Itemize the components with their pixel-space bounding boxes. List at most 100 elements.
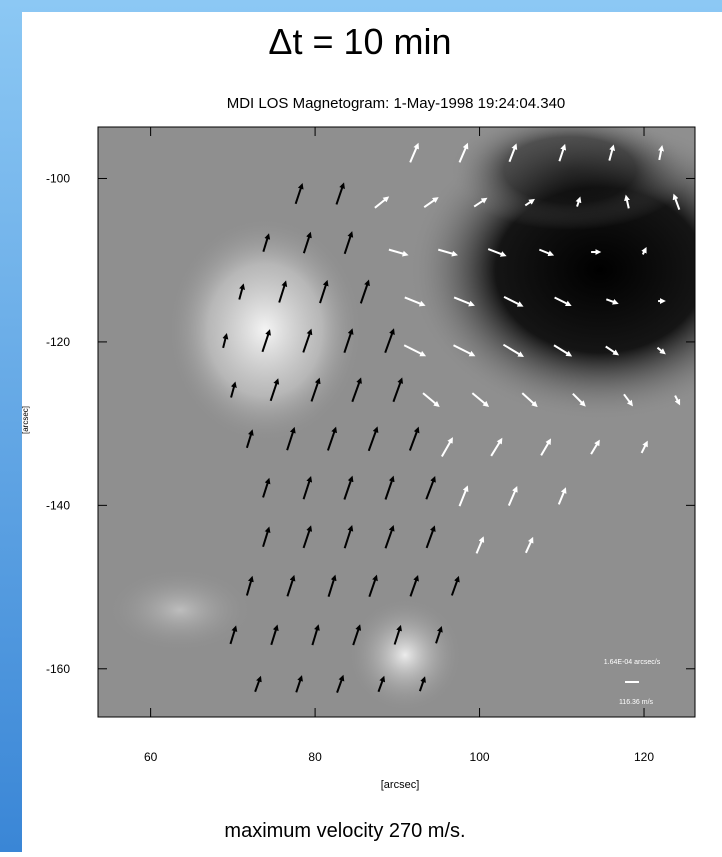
velocity-vector: [605, 298, 619, 305]
velocity-vector: [490, 437, 503, 457]
positive-polarity: [350, 600, 460, 710]
velocity-vector: [608, 144, 616, 161]
velocity-vector: [475, 536, 485, 554]
x-tick-label: 120: [634, 750, 654, 764]
x-tick-label: 60: [144, 750, 158, 764]
velocity-vector: [374, 196, 390, 209]
velocity-vector: [238, 283, 245, 300]
velocity-vector: [326, 426, 338, 451]
velocity-vector: [302, 328, 313, 353]
x-tick-label: 100: [470, 750, 490, 764]
velocity-vector: [269, 378, 280, 402]
velocity-vector: [384, 525, 395, 549]
velocity-vector: [471, 392, 490, 408]
velocity-vector: [319, 279, 329, 304]
velocity-vector: [343, 524, 354, 549]
velocity-vector: [487, 248, 507, 257]
velocity-vector: [302, 231, 312, 254]
velocity-vector: [302, 525, 313, 549]
scale-value-label: 116.36 m/s: [619, 699, 654, 706]
velocity-vector: [230, 381, 237, 398]
positive-polarity: [170, 220, 360, 440]
velocity-vector: [656, 346, 666, 355]
y-tick-label: -120: [46, 335, 70, 349]
velocity-vector: [640, 440, 648, 454]
velocity-vector: [392, 377, 404, 403]
chart-subtitle: MDI LOS Magnetogram: 1-May-1998 19:24:04…: [227, 95, 566, 112]
velocity-vector: [508, 143, 518, 163]
velocity-vector: [336, 674, 345, 693]
velocity-vector: [458, 142, 469, 163]
positive-polarity: [110, 570, 250, 650]
velocity-vector: [554, 296, 572, 306]
velocity-vector: [658, 145, 665, 161]
velocity-vector: [557, 487, 567, 505]
y-axis-label: [arcsec]: [21, 406, 30, 434]
velocity-vector: [409, 574, 419, 597]
velocity-vector: [229, 625, 238, 645]
velocity-vector: [352, 624, 362, 646]
velocity-vector: [674, 395, 681, 406]
scale-label: 1.64E-04 arcsec/s: [604, 659, 661, 666]
velocity-vector: [540, 438, 552, 456]
velocity-vector: [425, 476, 436, 500]
negative-polarity: [450, 127, 690, 230]
velocity-vector: [521, 392, 538, 408]
velocity-vector: [245, 575, 254, 596]
velocity-vector: [473, 197, 488, 208]
velocity-vector: [403, 344, 427, 357]
velocity-vector: [422, 392, 440, 408]
velocity-vector: [368, 574, 378, 597]
velocity-vector: [270, 624, 279, 646]
velocity-vector: [335, 182, 345, 205]
velocity-vector: [423, 197, 439, 209]
velocity-vector: [286, 426, 296, 451]
velocity-vector: [503, 295, 524, 307]
y-tick-label: -140: [46, 498, 70, 512]
velocity-vector: [261, 329, 271, 353]
velocity-vector: [393, 624, 402, 645]
velocity-vector: [553, 344, 573, 357]
velocity-vector: [435, 626, 443, 644]
velocity-vector: [572, 393, 586, 407]
velocity-vector: [286, 574, 296, 597]
velocity-vector: [437, 248, 458, 257]
velocity-vector: [440, 437, 453, 458]
velocity-vector: [409, 142, 419, 163]
velocity-vector: [343, 231, 354, 255]
velocity-vector: [458, 485, 469, 507]
velocity-vector: [404, 296, 426, 307]
velocity-vector: [623, 393, 633, 407]
magnetogram: [98, 127, 695, 717]
plot-frame: [97, 126, 696, 718]
velocity-vector: [311, 624, 320, 646]
velocity-vector: [502, 343, 525, 358]
velocity-vector: [367, 426, 379, 452]
velocity-vector: [388, 248, 409, 257]
chart-title: Δt = 10 min: [268, 21, 451, 62]
velocity-vector: [450, 575, 460, 596]
velocity-vector: [254, 675, 262, 693]
velocity-vector: [575, 196, 582, 207]
velocity-vector: [453, 296, 475, 307]
velocity-vector: [310, 377, 321, 402]
velocity-vector: [302, 475, 313, 500]
velocity-vector: [425, 525, 436, 549]
caption: maximum velocity 270 m/s.: [224, 820, 465, 842]
y-tick-label: -160: [46, 662, 70, 676]
y-tick-label: -100: [46, 171, 70, 185]
velocity-vector: [641, 246, 647, 255]
velocity-vector: [222, 333, 229, 349]
velocity-vector: [262, 233, 271, 252]
velocity-vector: [524, 536, 534, 554]
velocity-vector: [262, 477, 271, 498]
velocity-vector: [384, 328, 395, 354]
velocity-vector: [377, 675, 386, 693]
velocity-vector: [453, 344, 476, 357]
x-axis-label: [arcsec]: [381, 779, 420, 791]
velocity-vector: [294, 182, 304, 205]
velocity-vector: [624, 194, 630, 209]
velocity-vector: [590, 439, 600, 455]
